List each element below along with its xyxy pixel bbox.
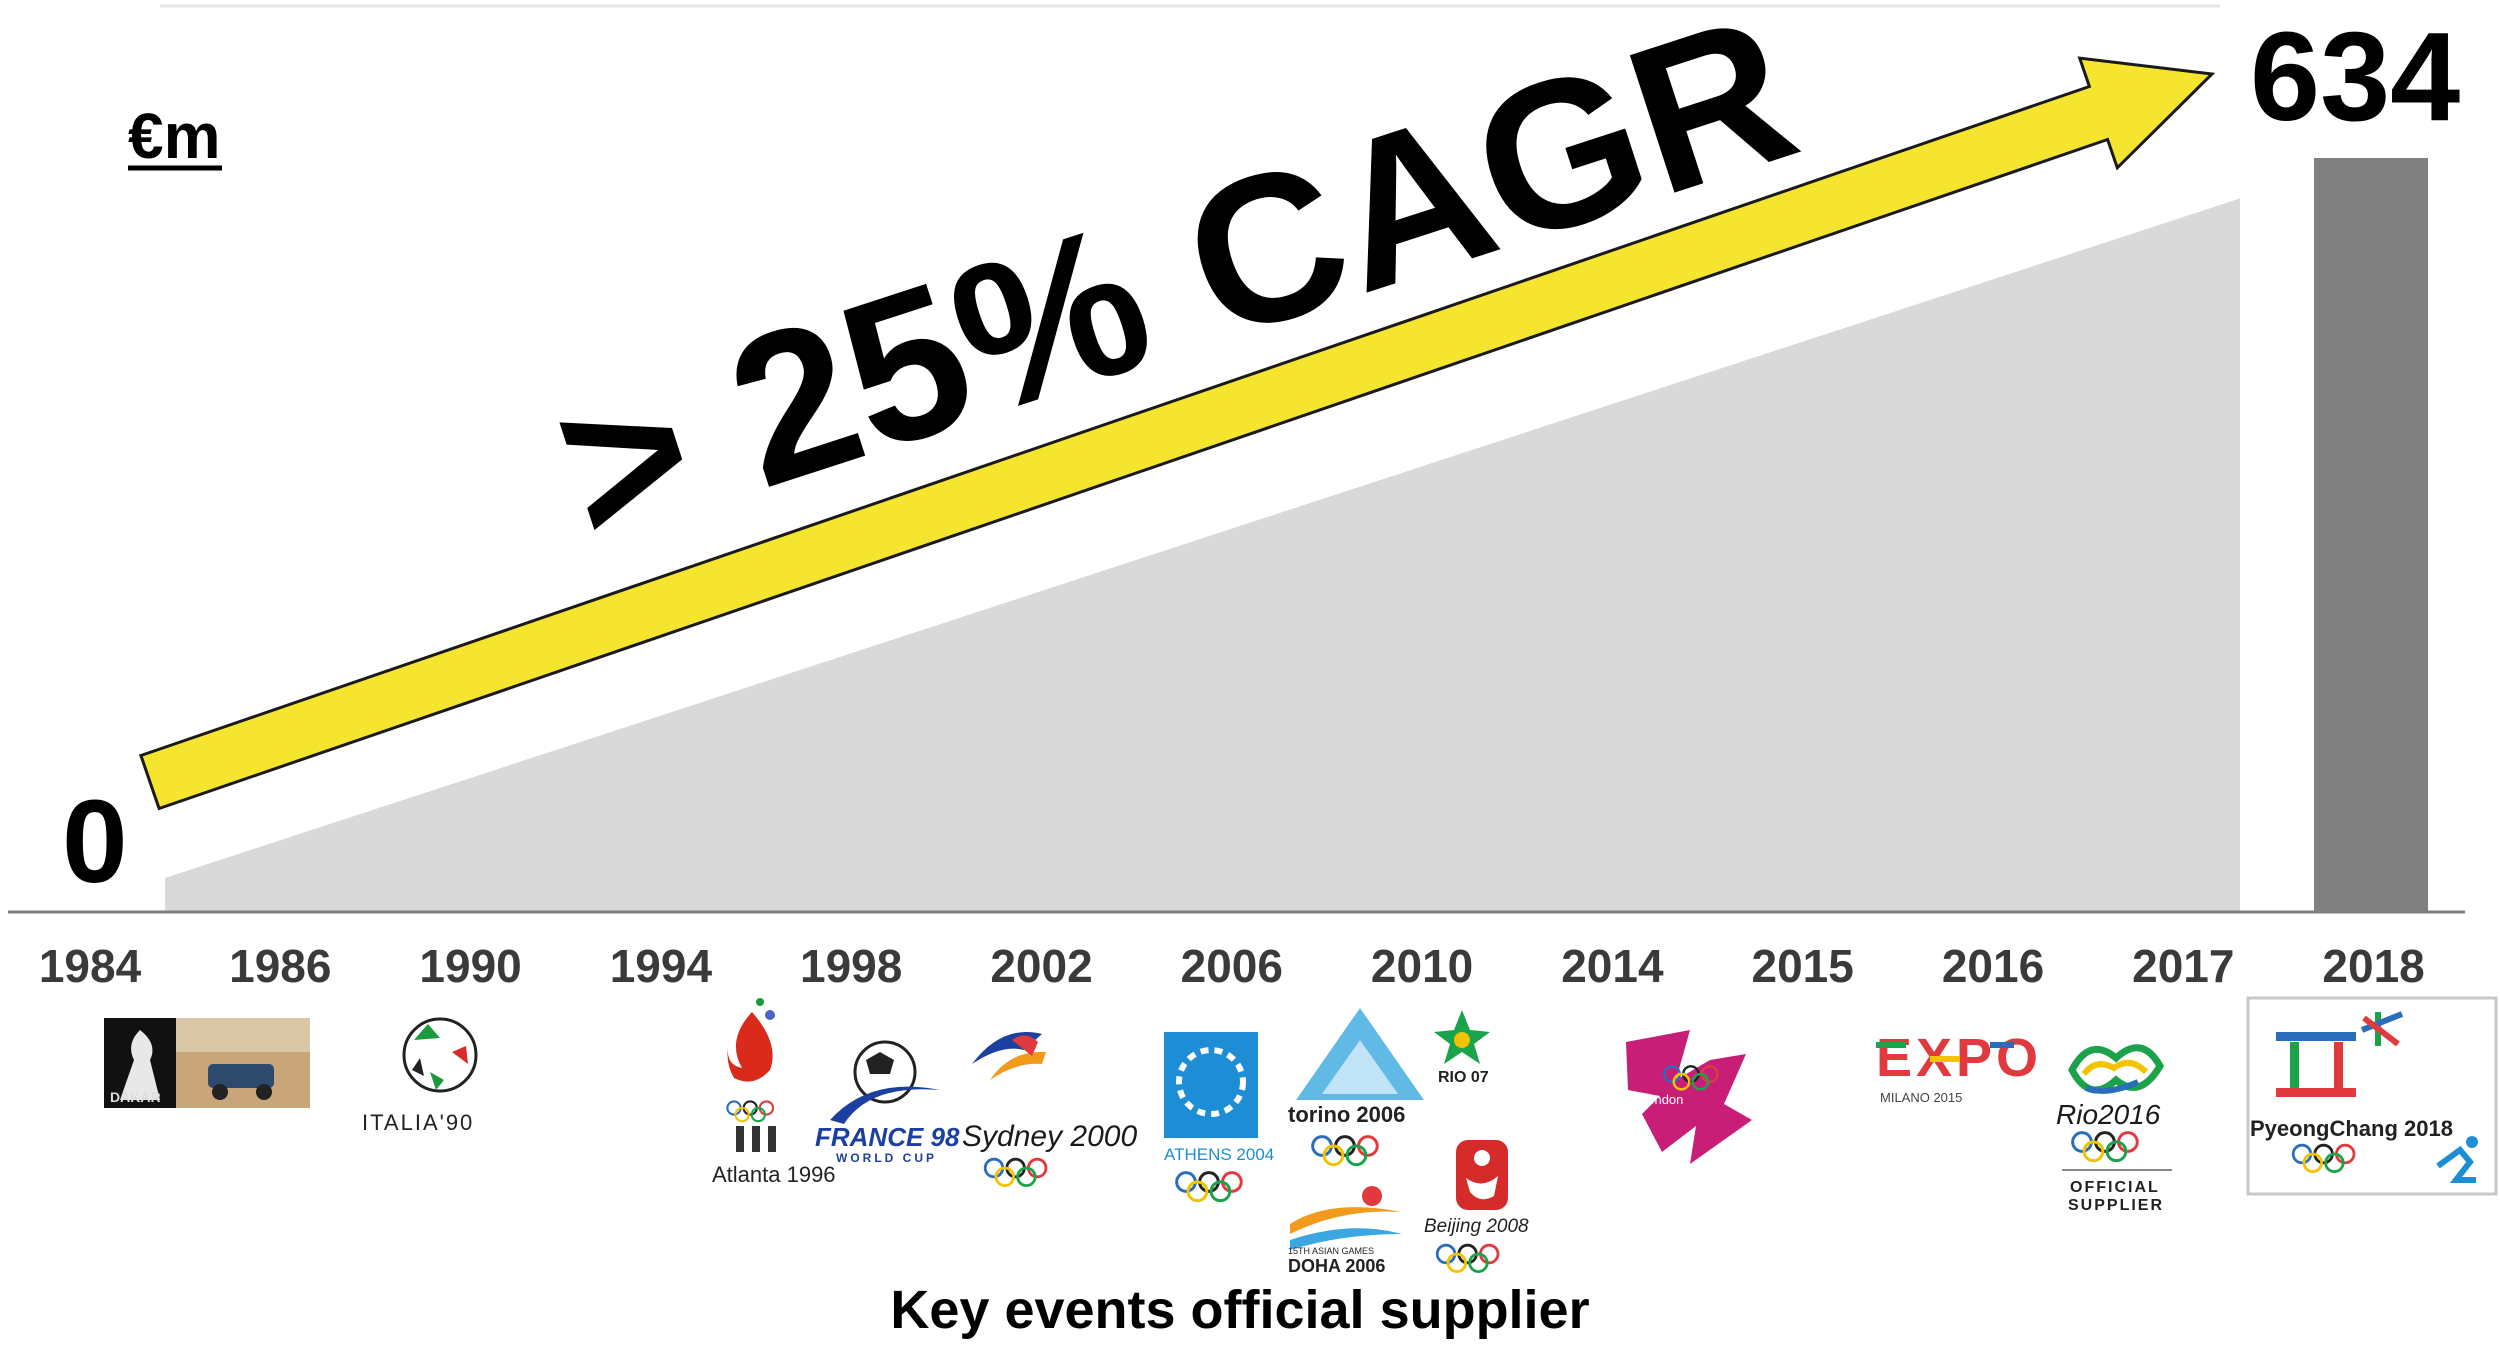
supplier-text: SUPPLIER [2068,1197,2164,1214]
year-tick-1990: 1990 [419,940,521,992]
sydney-text: Sydney 2000 [962,1120,1137,1153]
official-text: OFFICIAL [2070,1179,2160,1196]
rio-07-text: RIO 07 [1438,1069,1489,1086]
torino-text: torino 2006 [1288,1102,1405,1127]
year-tick-2016: 2016 [1942,940,2044,992]
rio-07-logo: RIO 07 [1434,1010,1490,1086]
start-value-label: 0 [62,776,128,908]
beijing-2008-logo: Beijing 2008 [1424,1140,1529,1273]
pyeongchang-2018-logo: PyeongChang 2018 [2246,996,2498,1196]
italia-90-text: ITALIA'90 [362,1110,474,1135]
athens-text: ATHENS 2004 [1164,1145,1274,1164]
growth-area [165,198,2240,913]
year-tick-1984: 1984 [39,940,142,992]
year-tick-2010: 2010 [1371,940,1473,992]
footer-caption: Key events official supplier [890,1280,1589,1340]
france-98-logo: FRANCE 98 WORLD CUP [815,1040,960,1165]
doha-2006-logo: 15TH ASIAN GAMES DOHA 2006 [1288,1186,1402,1276]
rio-2016-text: Rio2016 [2056,1099,2161,1130]
unit-label: €m [128,100,221,172]
x-axis-tick-labels: 1984 1986 1990 1994 1998 2002 2006 2010 2014 2015… [39,940,2425,992]
rio-2016-logo: Rio2016 OFFICIAL SUPPLIER [2056,1044,2172,1214]
athens-2004-logo: ATHENS 2004 [1164,1032,1274,1203]
france-98-text: FRANCE 98 [815,1122,960,1152]
london-2012-logo: London [1626,1030,1752,1164]
year-tick-1986: 1986 [229,940,331,992]
torino-2006-logo: torino 2006 [1288,1008,1424,1167]
pyeongchang-text: PyeongChang 2018 [2250,1116,2453,1141]
dakar-text: DAKAR [110,1089,161,1105]
london-text: London [1640,1092,1683,1107]
year-tick-2015: 2015 [1752,940,1854,992]
end-value-label: 634 [2250,6,2460,147]
sydney-2000-logo: Sydney 2000 [962,1032,1137,1187]
beijing-text: Beijing 2008 [1424,1216,1529,1237]
cagr-arrow [138,56,2216,811]
expo-milano-2015-logo: EXPO MILANO 2015 [1876,1028,2038,1105]
year-tick-2017: 2017 [2132,940,2234,992]
year-tick-1998: 1998 [800,940,902,992]
year-tick-2018: 2018 [2322,940,2424,992]
year-tick-2006: 2006 [1181,940,1283,992]
expo-subtext: MILANO 2015 [1880,1090,1962,1105]
bar-2018 [2314,158,2428,912]
france-98-subtext: WORLD CUP [836,1151,937,1165]
atlanta-1996-logo: Atlanta 1996 [712,998,836,1187]
dakar-logo: DAKAR [104,1018,310,1108]
doha-text: DOHA 2006 [1288,1256,1385,1276]
year-tick-2014: 2014 [1561,940,1664,992]
atlanta-text: Atlanta 1996 [712,1162,836,1187]
year-tick-2002: 2002 [990,940,1092,992]
doha-subtext: 15TH ASIAN GAMES [1288,1246,1374,1256]
italia-90-logo: ITALIA'90 [362,1017,478,1135]
year-tick-1994: 1994 [610,940,713,992]
